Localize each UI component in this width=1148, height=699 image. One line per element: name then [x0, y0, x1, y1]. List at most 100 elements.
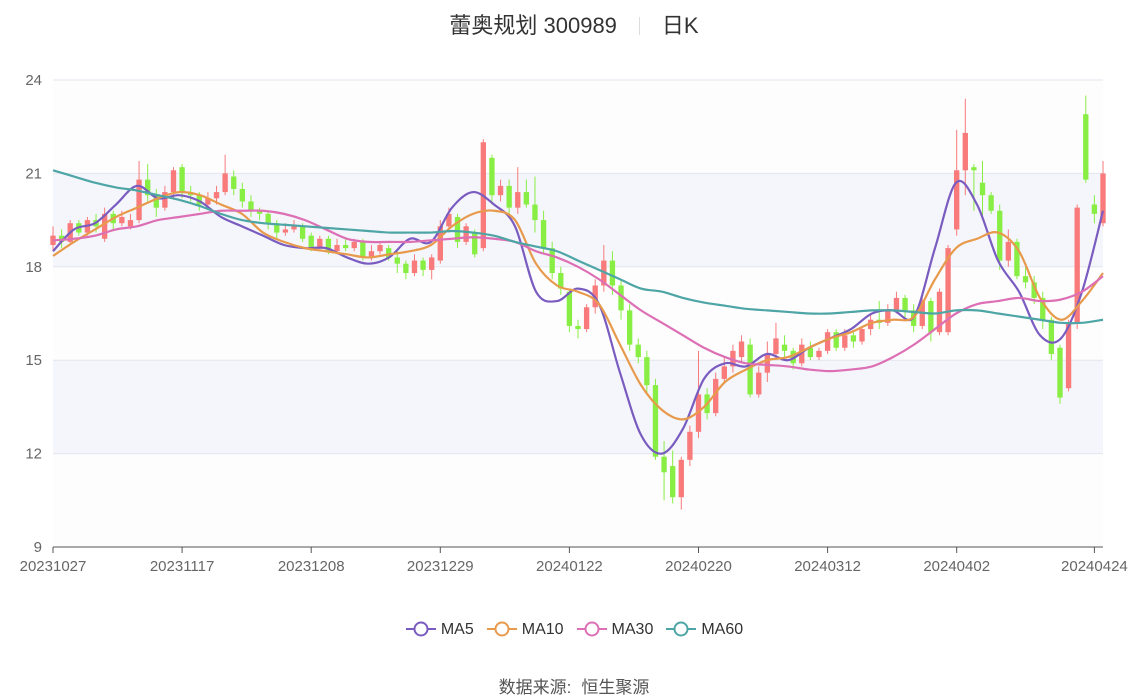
- candle-body: [342, 245, 349, 249]
- candle-body: [678, 459, 684, 498]
- legend-label: MA30: [611, 621, 654, 638]
- candle-body: [446, 213, 452, 227]
- x-tick-label: 20231027: [20, 558, 87, 575]
- y-tick-label: 24: [25, 72, 42, 89]
- candle-body: [170, 170, 177, 193]
- ma-line-ma60: [52, 169, 1104, 325]
- candle-body: [136, 179, 142, 221]
- period-label: 日K: [661, 13, 699, 38]
- x-tick-label: 20231229: [407, 558, 474, 575]
- candle-body: [127, 220, 134, 227]
- candle-body: [997, 210, 1003, 261]
- candle-body: [540, 220, 547, 249]
- candle-body: [317, 238, 323, 249]
- candle-body: [833, 332, 839, 348]
- candle-body: [893, 297, 900, 311]
- grid-bands: [53, 80, 1103, 547]
- candle-body: [506, 185, 512, 208]
- candle-body: [179, 167, 185, 193]
- candle-body: [308, 235, 314, 249]
- candle-body: [988, 195, 994, 211]
- candle-body: [351, 241, 357, 249]
- candle-body: [566, 291, 573, 326]
- x-tick-label: 20231117: [150, 558, 215, 575]
- candle-body: [368, 251, 375, 258]
- data-source: 数据来源: 恒生聚源: [0, 673, 1148, 698]
- y-tick-label: 21: [25, 165, 42, 182]
- candle-body: [816, 350, 822, 358]
- candle-body: [532, 204, 538, 221]
- legend-marker-circle: [413, 621, 429, 637]
- legend-item-ma5[interactable]: MA5: [405, 621, 474, 639]
- candle-body: [334, 245, 340, 252]
- y-tick-label: 9: [34, 539, 42, 556]
- candle-body: [842, 335, 848, 348]
- candle-body: [145, 179, 151, 196]
- legend-item-ma10[interactable]: MA10: [486, 621, 564, 639]
- candle-body: [248, 201, 254, 211]
- candle-body: [265, 213, 271, 224]
- candle-body: [747, 344, 753, 395]
- stock-name: 蕾奥规划 300989: [449, 13, 617, 38]
- legend-marker-circle: [673, 621, 689, 637]
- candle-body: [721, 366, 727, 379]
- candle-body: [609, 260, 616, 286]
- legend-marker-icon: [666, 621, 697, 637]
- candle-body: [764, 353, 771, 373]
- candle-body: [377, 245, 383, 252]
- candle-body: [119, 216, 125, 224]
- chart-title: 蕾奥规划 300989 日K: [0, 8, 1148, 40]
- candle-body: [274, 223, 280, 233]
- candle-body: [1083, 114, 1089, 180]
- candle-body: [205, 198, 211, 205]
- grid-lines: [53, 79, 1103, 455]
- y-tick-label: 12: [25, 446, 42, 463]
- candle-body: [885, 310, 891, 323]
- candle-body: [256, 210, 263, 214]
- candle-body: [945, 248, 951, 333]
- legend-item-ma30[interactable]: MA30: [576, 621, 654, 639]
- candle-body: [807, 347, 814, 358]
- candle-body: [936, 291, 943, 333]
- x-tick-label: 20240402: [923, 558, 990, 575]
- candle-body: [954, 170, 960, 230]
- candle-body: [644, 357, 650, 386]
- candle-body: [687, 431, 693, 460]
- candle-body: [618, 285, 624, 311]
- candle-body: [824, 332, 831, 351]
- ma-line-ma30: [52, 209, 1104, 373]
- candle-body: [1040, 297, 1046, 320]
- candle-body: [850, 335, 857, 342]
- candle-body: [489, 157, 495, 196]
- candle-body: [773, 338, 779, 354]
- legend-label: MA5: [440, 621, 474, 638]
- candle-body: [756, 372, 762, 395]
- grid-band: [53, 453, 1103, 547]
- candle-body: [781, 344, 788, 351]
- title-divider: [638, 17, 640, 35]
- candle-body: [153, 195, 159, 208]
- candle-body: [859, 329, 865, 342]
- candle-body: [799, 344, 805, 364]
- source-value: 恒生聚源: [581, 678, 650, 697]
- candle-body: [429, 257, 435, 270]
- source-label: 数据来源:: [498, 678, 572, 697]
- candle-body: [239, 188, 246, 202]
- y-tick-label: 18: [25, 259, 42, 276]
- candle-body: [626, 310, 633, 345]
- candle-body: [1074, 207, 1080, 323]
- candle-body: [403, 263, 409, 274]
- candle-body: [437, 226, 443, 261]
- candle-body: [420, 260, 426, 270]
- y-tick-label: 15: [25, 352, 42, 369]
- candle-body: [299, 226, 306, 239]
- legend-label: MA60: [701, 621, 744, 638]
- x-tick-label: 20240220: [665, 558, 732, 575]
- candle-body: [325, 238, 332, 252]
- legend-marker-icon: [576, 621, 607, 637]
- grid-band: [53, 80, 1103, 174]
- candle-body: [695, 394, 702, 432]
- legend-item-ma60[interactable]: MA60: [665, 621, 743, 639]
- candle-body: [730, 350, 736, 367]
- ma-line-ma5: [52, 179, 1105, 455]
